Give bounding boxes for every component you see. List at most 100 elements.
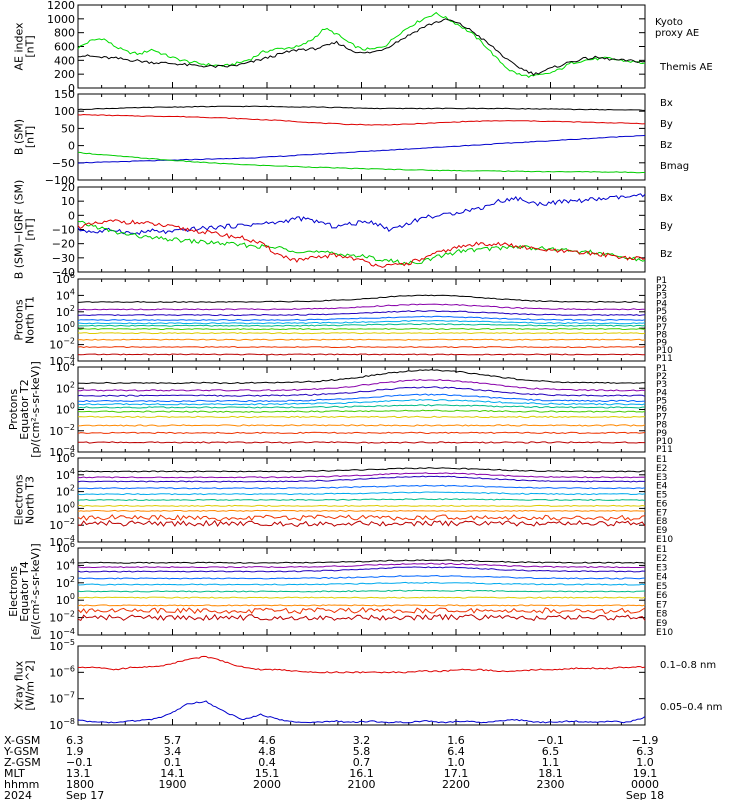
channel-line-e9 [77, 606, 646, 615]
channel-line-p10 [77, 431, 646, 435]
channel-line-p7 [77, 327, 646, 331]
channel-label-e5: E5 [656, 491, 667, 501]
ephemeris-value: Sep 17 [66, 789, 104, 800]
ephemeris-value: 1.0 [636, 756, 654, 769]
ephemeris-value: 1800 [66, 778, 94, 791]
ephemeris-value: 14.1 [160, 767, 185, 780]
channel-line-p11 [78, 441, 645, 444]
channel-label-e2: E2 [656, 554, 667, 564]
channel-label-p5: P5 [656, 307, 667, 317]
ephemeris-value: 13.1 [66, 767, 91, 780]
channel-label-e10: E10 [656, 628, 673, 638]
panel-4-ylabel: [p/(cm²-s-sr-keV)] [29, 361, 42, 458]
channel-label-e3: E3 [656, 563, 667, 573]
panel-frame-0 [77, 4, 646, 89]
ephemeris-value: 1.6 [447, 734, 465, 747]
ephemeris-value: 2000 [253, 778, 281, 791]
ephemeris-value: 6.3 [66, 734, 84, 747]
channel-label-p4: P4 [656, 388, 667, 398]
series-line [77, 655, 646, 674]
channel-label-e3: E3 [656, 473, 667, 483]
channel-label-p2: P2 [656, 284, 667, 294]
ephemeris-value: 1.1 [542, 756, 560, 769]
channel-line-p4 [78, 393, 646, 403]
panel-2-ylabel: [nT] [24, 218, 37, 240]
ephemeris-value: −0.1 [66, 756, 93, 769]
y-tick-label: 600 [54, 41, 75, 54]
ephemeris-value: 0000 [631, 778, 659, 791]
channel-line-e5 [77, 491, 646, 496]
channel-label-e9: E9 [656, 526, 668, 536]
y-tick-label: 102 [56, 304, 75, 319]
channel-label-e5: E5 [656, 582, 667, 592]
ephemeris-value: 5.8 [353, 745, 371, 758]
y-tick-label: −20 [52, 238, 75, 251]
y-tick-label: 10−6 [49, 664, 75, 679]
legend-kyoto-proxy-ae: Kyoto [655, 17, 683, 28]
panel-4-ylabel: Equator T2 [18, 379, 31, 439]
y-tick-label: 10−8 [49, 717, 75, 732]
channel-line-p3 [77, 386, 646, 397]
y-tick-label: 106 [56, 450, 75, 465]
ephemeris-value: 2100 [348, 778, 376, 791]
channel-line-e6 [77, 589, 646, 593]
channel-line-e8 [77, 509, 646, 512]
panel-4-ylabel: Protons [7, 389, 20, 430]
channel-line-p3 [78, 310, 646, 317]
channel-label-e4: E4 [656, 573, 668, 583]
channel-line-e1 [77, 559, 646, 564]
panel-0-ylabel: [nT] [24, 35, 37, 57]
channel-line-e5 [77, 581, 646, 586]
channel-line-e6 [77, 498, 646, 502]
channel-line-e1 [77, 467, 645, 473]
y-tick-label: 10−7 [49, 691, 75, 706]
y-tick-label: 10−2 [49, 517, 75, 532]
y-tick-label: −40 [52, 266, 75, 279]
y-tick-label: 1200 [47, 0, 75, 12]
ephemeris-value: 5.7 [164, 734, 182, 747]
y-tick-label: 400 [54, 54, 75, 67]
channel-label-e10: E10 [656, 535, 673, 545]
channel-label-e6: E6 [656, 499, 668, 509]
channel-line-p8 [77, 415, 646, 419]
ephemeris-value: 0.7 [353, 756, 371, 769]
ephemeris-value: 17.1 [444, 767, 469, 780]
ephemeris-row-label: Y-GSM [3, 745, 39, 758]
y-tick-label: 102 [56, 484, 75, 499]
panel-5-ylabel: Electrons [13, 474, 26, 525]
panel-1-ylabel: B (SM) [13, 119, 26, 155]
channel-label-p4: P4 [656, 299, 667, 309]
channel-label-p8: P8 [656, 331, 667, 341]
channel-line-p2 [78, 378, 646, 392]
y-tick-label: 102 [56, 575, 75, 590]
channel-line-e7 [77, 596, 646, 599]
ephemeris-value: 19.1 [633, 767, 658, 780]
channel-line-p6 [77, 323, 646, 327]
ephemeris-value: −1.9 [632, 734, 659, 747]
channel-label-p1: P1 [656, 364, 667, 374]
ephemeris-value: 16.1 [349, 767, 374, 780]
channel-line-p4 [77, 315, 646, 321]
channel-label-p7: P7 [656, 413, 667, 423]
y-tick-label: 0 [68, 209, 75, 222]
panel-7-ylabel: [W/m^2] [24, 660, 37, 710]
y-tick-label: 104 [56, 467, 75, 482]
channel-label-p11: P11 [656, 354, 673, 364]
channel-label-p10: P10 [656, 437, 673, 447]
series-line [78, 18, 646, 76]
series-line [77, 151, 645, 174]
channel-line-e10 [77, 613, 646, 622]
channel-line-p1 [77, 369, 645, 385]
y-tick-label: 100 [56, 592, 75, 607]
channel-line-p9 [77, 424, 646, 427]
y-tick-label: 104 [56, 557, 75, 572]
channel-line-p10 [77, 346, 646, 349]
channel-line-p5 [77, 319, 646, 325]
ephemeris-value: −0.1 [537, 734, 564, 747]
ephemeris-row-label: 2024 [4, 789, 32, 800]
channel-line-e3 [77, 566, 646, 573]
channel-line-e7 [77, 504, 646, 507]
series-line [77, 219, 646, 268]
ephemeris-row-label: Z-GSM [4, 756, 41, 769]
series-line [77, 135, 646, 164]
